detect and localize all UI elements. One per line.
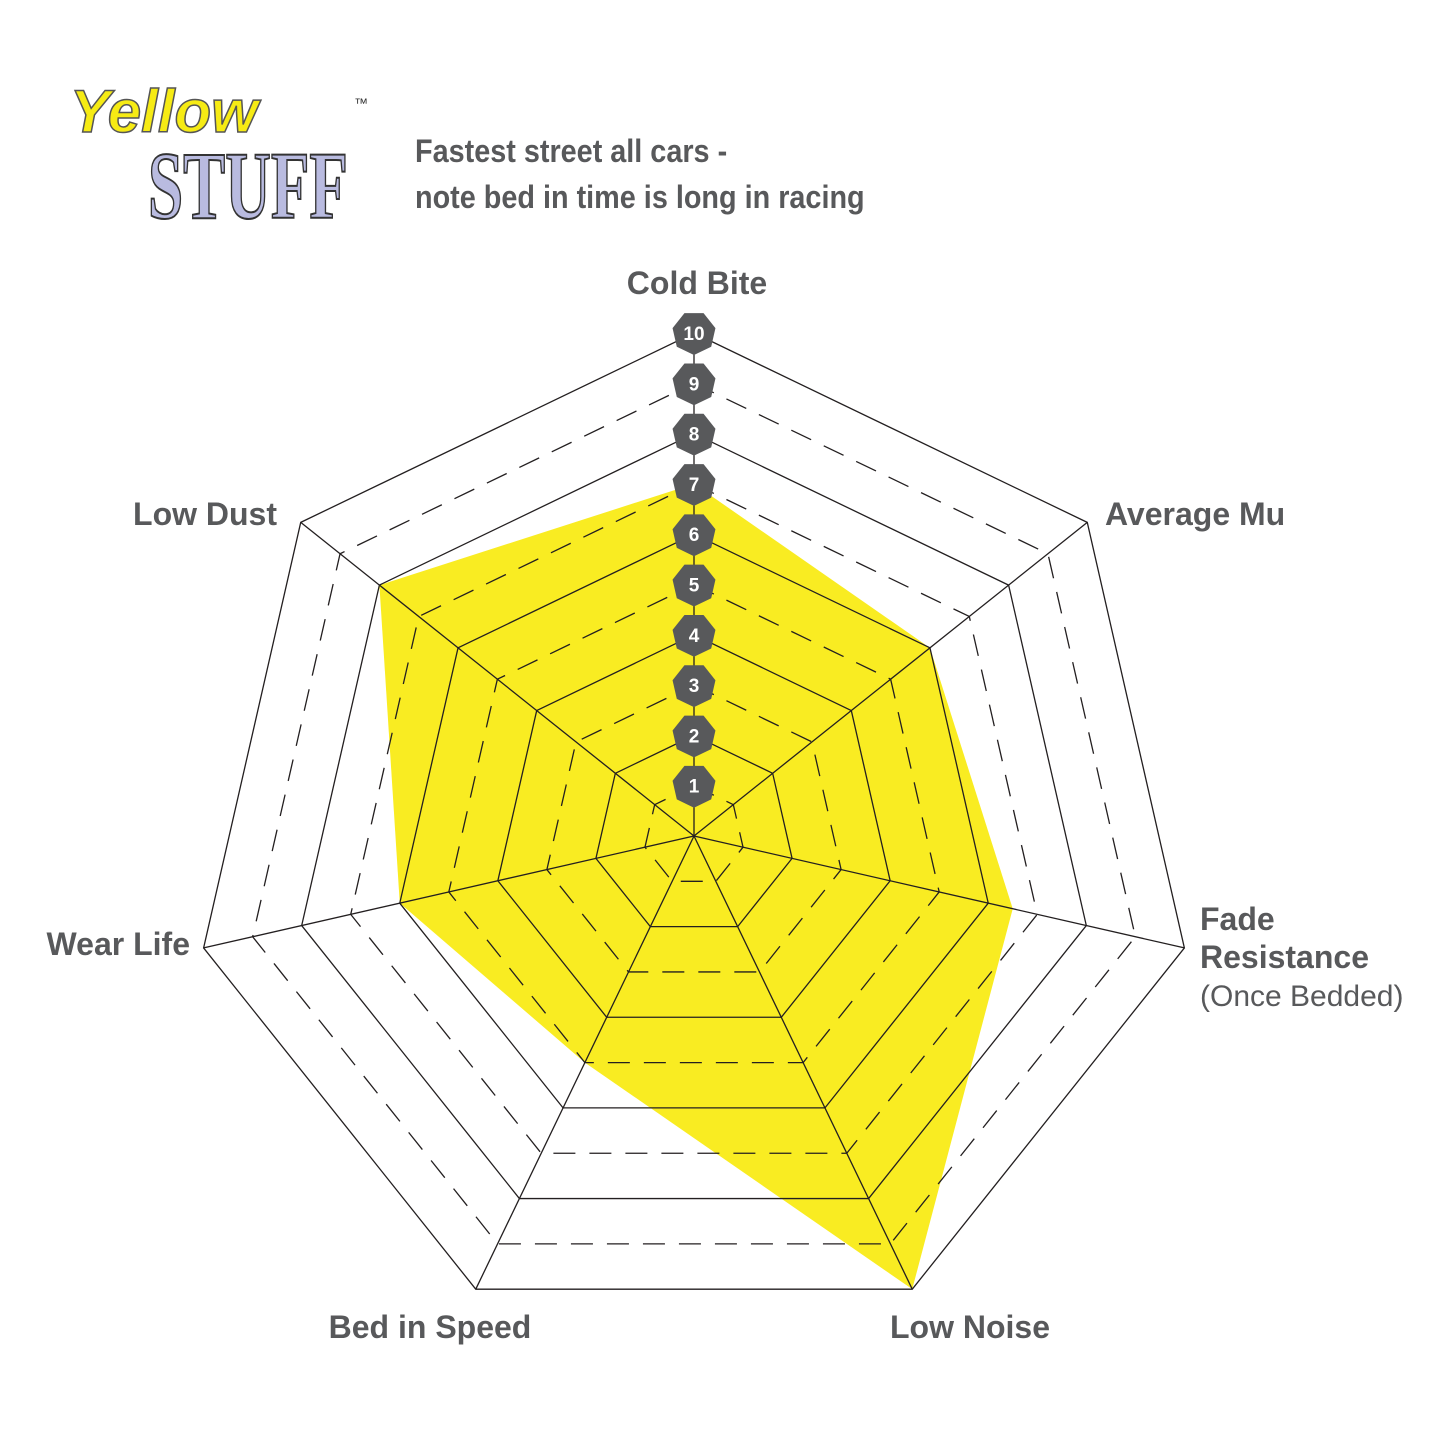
svg-text:™: ™	[354, 95, 368, 111]
grid-ring-9	[251, 382, 1137, 1245]
axis-label: Low Dust	[133, 496, 277, 532]
chart-title: Fastest street all cars - note bed in ti…	[415, 128, 865, 220]
axis-spoke	[475, 835, 695, 1290]
tick-label: 2	[689, 726, 700, 747]
axis-label: Bed in Speed	[329, 1309, 532, 1345]
tick-badge	[672, 765, 716, 808]
title-line-2: note bed in time is long in racing	[415, 179, 865, 215]
tick-badge	[672, 363, 716, 406]
tick-label: 10	[683, 324, 704, 345]
grid-ring-8	[300, 432, 1088, 1200]
tick-label: 4	[689, 626, 700, 647]
grid-ring-2	[595, 734, 793, 928]
tick-label: 9	[689, 374, 700, 395]
axis-label-line2: Resistance	[1200, 939, 1369, 975]
axis-spoke	[693, 835, 1185, 949]
tick-label: 6	[689, 525, 700, 546]
axis-spoke	[203, 835, 695, 949]
yellow-stuff-logo: Yellow STUFF ™	[69, 77, 368, 230]
tick-badge	[672, 715, 716, 758]
grid-ring-3	[546, 684, 842, 973]
tick-badge	[672, 413, 716, 456]
title-line-1: Fastest street all cars -	[415, 133, 728, 169]
axis-spoke	[300, 521, 695, 837]
tick-badge	[672, 464, 716, 506]
axis-label: Average Mu	[1105, 496, 1285, 532]
tick-label: 3	[689, 676, 700, 697]
tick-label: 1	[689, 777, 700, 798]
axis-spoke	[693, 835, 913, 1290]
data-area	[379, 483, 1013, 1290]
tick-badge	[672, 313, 716, 355]
axis-label: Cold Bite	[627, 265, 767, 301]
grid-ring-10	[202, 332, 1186, 1290]
tick-badge	[672, 614, 716, 657]
tick-label: 8	[689, 425, 700, 446]
svg-text:STUFF: STUFF	[148, 132, 348, 230]
grid-ring-6	[399, 533, 989, 1109]
axis-sublabel: (Once Bedded)	[1200, 980, 1403, 1013]
axis-label: Fade	[1200, 901, 1275, 937]
svg-text:Yellow: Yellow	[70, 78, 261, 145]
axis-spoke	[693, 521, 1088, 837]
tick-label: 7	[689, 475, 700, 496]
tick-label: 5	[689, 576, 700, 597]
tick-badge	[672, 665, 716, 708]
axis-label: Wear Life	[47, 926, 190, 962]
tick-badge	[672, 514, 716, 557]
grid-ring-5	[448, 583, 940, 1064]
grid-ring-4	[497, 634, 891, 1018]
axis-label: Low Noise	[890, 1309, 1050, 1345]
tick-badge	[672, 564, 716, 607]
grid-ring-1	[644, 784, 744, 882]
grid-ring-7	[350, 483, 1038, 1154]
